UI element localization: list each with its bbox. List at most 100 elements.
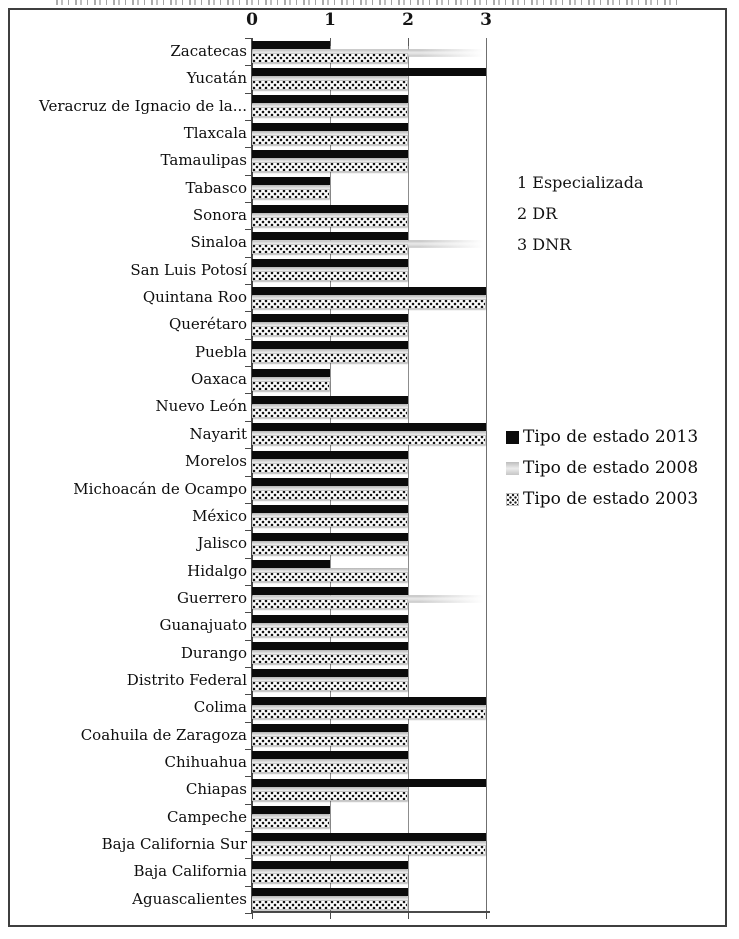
bar-2013 [252,614,408,623]
bar-2013 [252,149,408,158]
category-label: Nayarit [189,424,247,443]
category-label: Oaxaca [191,370,247,389]
category-label: Campeche [166,807,247,826]
bar-2013 [252,450,408,459]
y-axis-tick [245,913,252,914]
bar-2003 [252,271,408,282]
y-axis-tick [245,420,252,422]
category-label: Distrito Federal [126,670,247,689]
category-label: Zacatecas [170,42,247,60]
bar-2013 [252,368,330,377]
category-label: Guerrero [177,588,247,607]
bar-2003 [252,298,486,309]
y-axis-tick [245,612,252,614]
x-axis-tick-label: 0 [246,10,258,30]
bar-2013 [252,505,408,514]
bar-2013 [252,696,486,705]
x-axis-tick-label: 3 [480,10,492,30]
bar-2013 [252,341,408,350]
y-axis-tick [245,38,252,39]
bar-2003 [252,736,408,747]
legend-item-2003: Tipo de estado 2003 [506,488,698,510]
category-label: Baja California Sur [101,834,247,853]
bar-2013 [252,724,408,733]
y-axis-tick [245,448,252,450]
category-label: Puebla [195,342,247,361]
bar-2003 [252,325,408,336]
bar-2013 [252,642,408,651]
legend-item-2008: Tipo de estado 2008 [506,457,698,479]
category-label: Durango [180,643,247,662]
legend-item-2013: Tipo de estado 2013 [506,426,698,448]
x-axis-tick-label: 1 [324,10,336,30]
bar-2003 [252,243,408,254]
top-tick [330,38,331,46]
bar-2003 [252,462,408,473]
bar-2003 [252,407,408,418]
category-label: Veracruz de Ignacio de la... [38,96,247,115]
category-label: Sinaloa [190,233,247,252]
category-label: Hidalgo [187,561,247,580]
bar-2003 [252,900,408,911]
bar-2013 [252,532,408,541]
bar-2003 [252,353,408,364]
y-axis-tick [245,202,252,204]
bar-2013 [252,587,408,596]
bar-2013 [252,122,408,131]
bar-2003 [252,107,408,118]
gridline-1 [330,38,331,913]
bar-2003 [252,435,486,446]
bar-2003 [252,189,330,200]
bar-2013 [252,95,408,104]
y-axis-tick [245,92,252,94]
category-label: Chiapas [185,780,247,799]
gridline-2 [408,38,409,913]
category-label: Baja California [133,862,248,881]
bar-2013 [252,560,330,569]
bar-2013 [252,204,408,213]
bar-2013 [252,669,408,678]
bar-2003 [252,626,408,637]
y-axis-tick [245,557,252,559]
bar-2003 [252,708,486,719]
category-label: Colima [193,698,247,717]
legend-swatch-2013 [506,430,519,444]
bar-2013 [252,833,486,842]
y-axis-tick [245,65,252,67]
bar-2003 [252,216,408,227]
x-axis-baseline [251,911,490,913]
bar-2013 [252,259,408,268]
bar-2003 [252,599,408,610]
bar-2003 [252,52,408,63]
bar-2013 [252,751,408,760]
value-note-dr: 2 DR [517,204,558,223]
y-axis-tick [245,120,252,122]
y-axis-tick [245,830,252,832]
y-axis-tick [245,475,252,477]
bar-2003 [252,654,408,665]
x-axis-tick-label: 2 [402,10,414,30]
bar-2013 [252,40,330,49]
category-label: Tlaxcala [183,124,247,143]
category-label: Quintana Roo [142,288,247,307]
bar-2003 [252,681,408,692]
bar-2013 [252,313,408,322]
category-label: Tabasco [185,178,247,197]
category-label: Sonora [192,206,247,225]
bar-2003 [252,572,408,583]
bar-2013 [252,806,330,815]
bar-2003 [252,380,330,391]
category-label: Morelos [185,452,247,471]
gridline-3 [486,38,487,913]
bar-2013 [252,860,408,869]
top-tick [408,38,409,46]
category-label: México [192,506,247,525]
legend-label-2013: Tipo de estado 2013 [523,427,699,447]
category-label: Querétaro [168,315,247,334]
bar-2003 [252,79,408,90]
category-label: San Luis Potosí [130,260,247,279]
y-axis-tick [245,256,252,258]
y-axis-tick [245,776,252,778]
bar-2003 [252,134,408,145]
